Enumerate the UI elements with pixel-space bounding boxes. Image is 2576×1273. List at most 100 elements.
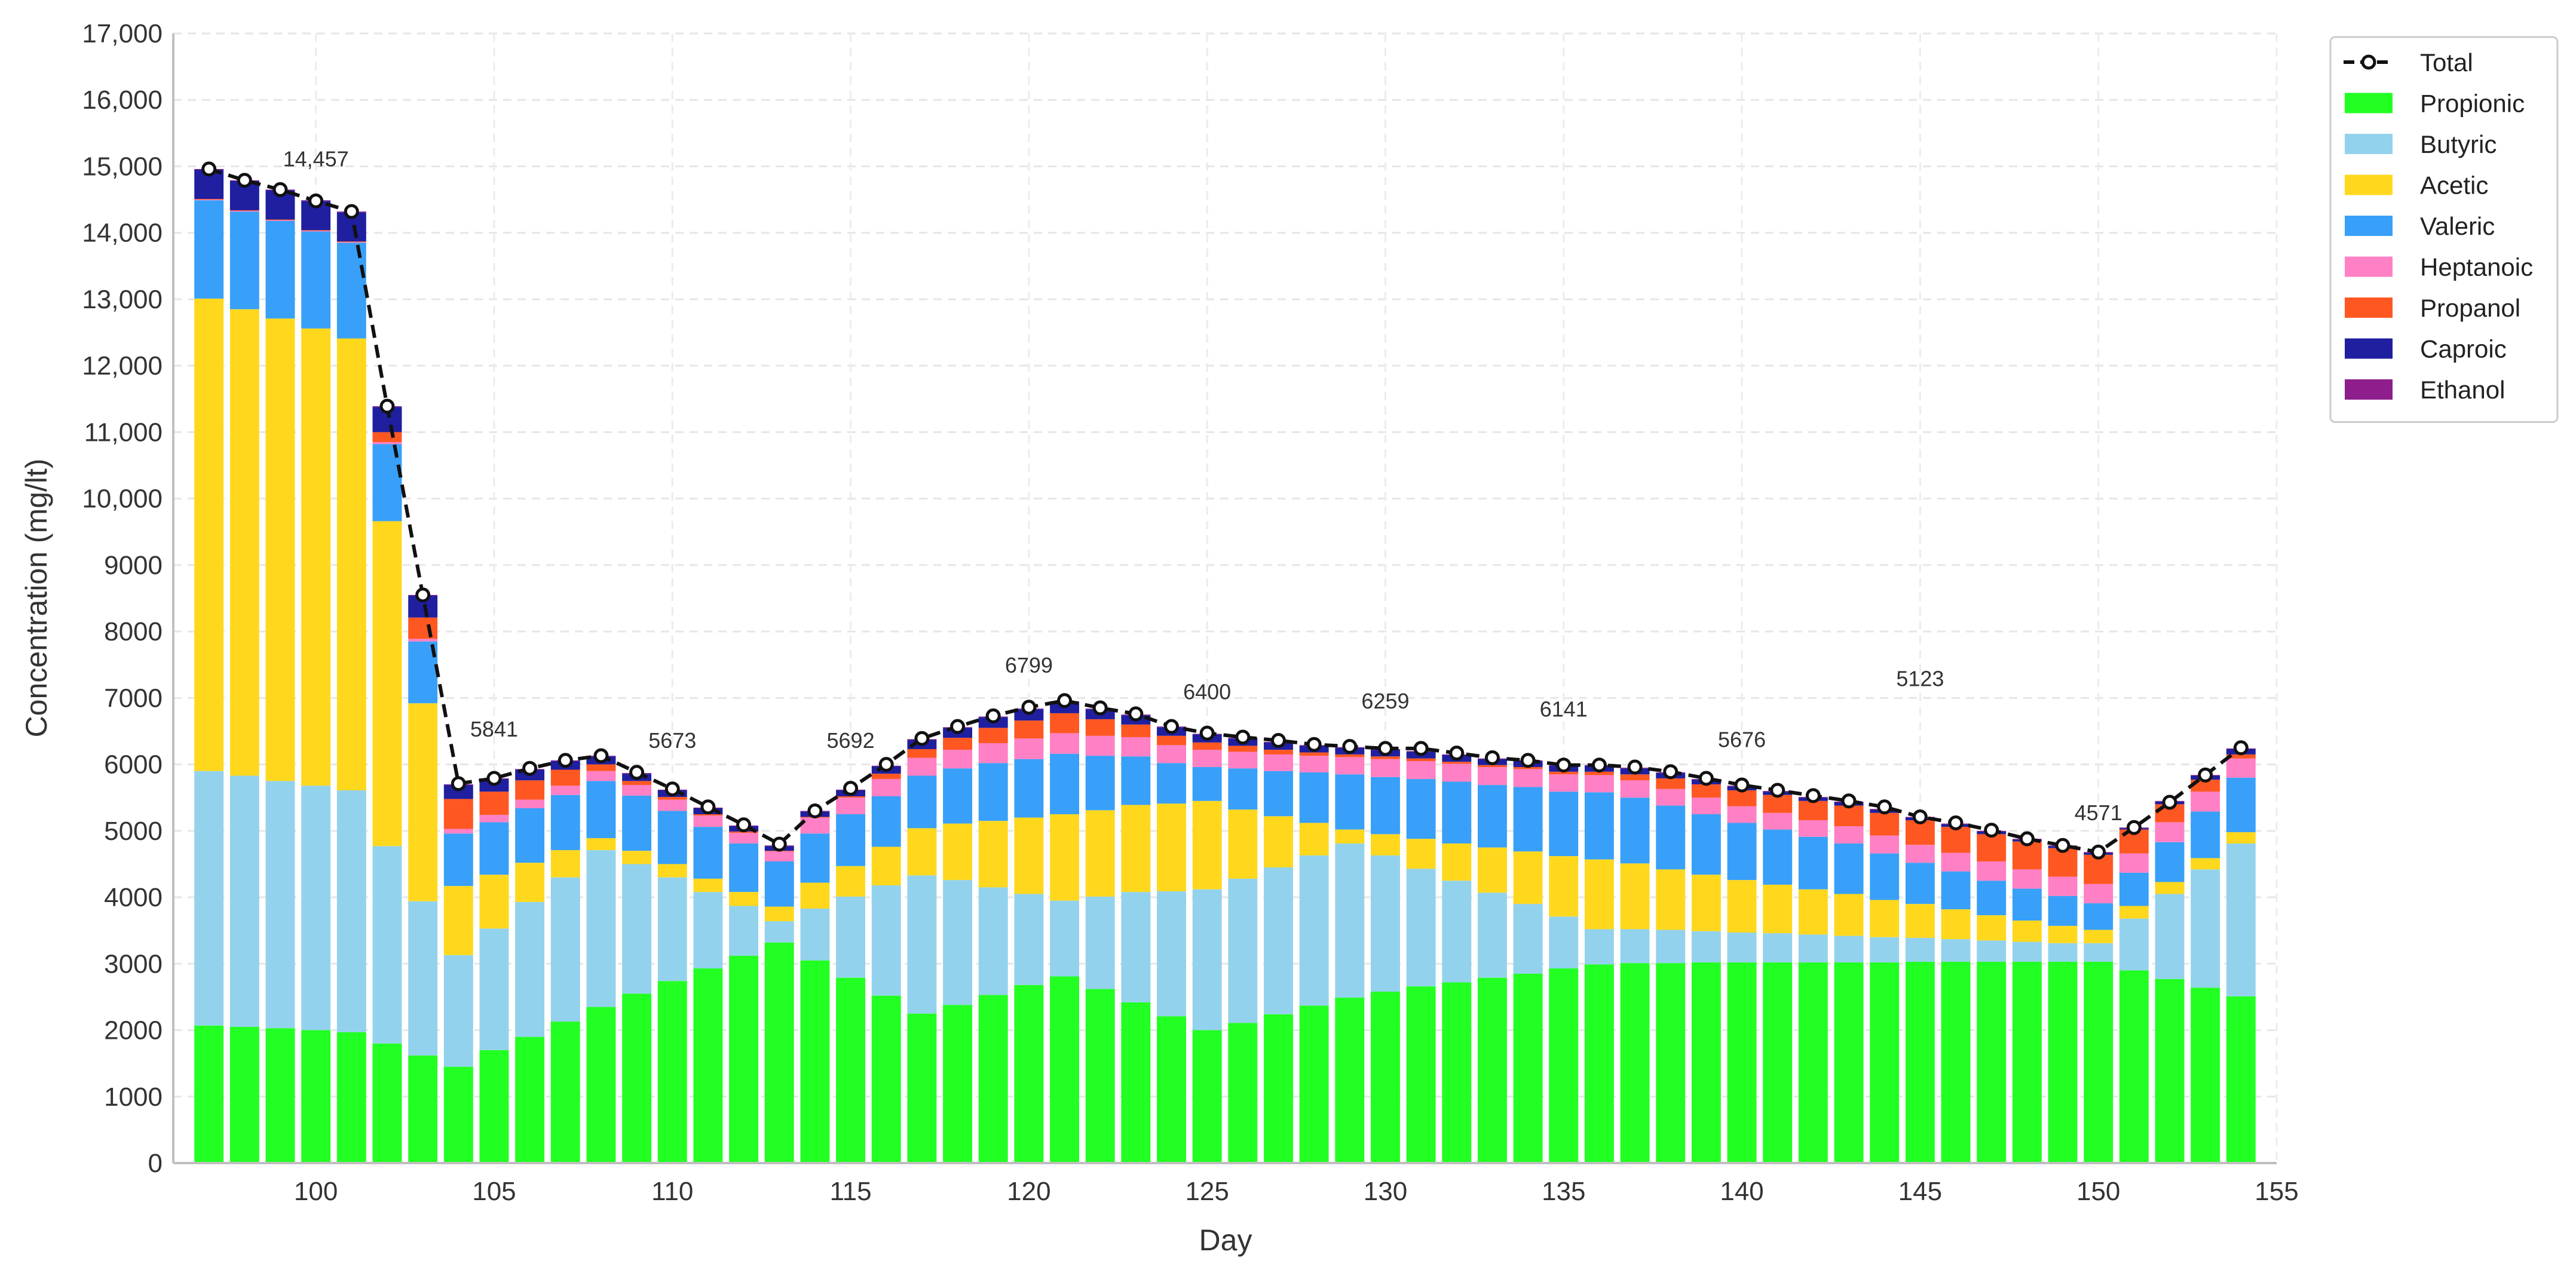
total-point-day-113 — [771, 836, 787, 852]
bar-acetic-day-131 — [1406, 839, 1436, 869]
bar-valeric-day-132 — [1442, 781, 1472, 843]
bar-propanol-day-100 — [301, 230, 331, 231]
bar-butyric-day-149 — [2048, 943, 2078, 962]
bar-butyric-day-151 — [2119, 918, 2149, 971]
bar-propanol-day-97 — [194, 198, 224, 200]
bar-valeric-day-107 — [550, 795, 580, 851]
x-tick-label: 130 — [1364, 1177, 1407, 1206]
bar-heptanoic-day-140 — [1727, 806, 1757, 823]
bar-propionic-day-124 — [1157, 1016, 1186, 1163]
bar-butyric-day-124 — [1157, 891, 1186, 1017]
x-tick-label: 100 — [294, 1177, 338, 1206]
bar-butyric-day-103 — [408, 901, 438, 1056]
bar-heptanoic-day-153 — [2191, 792, 2220, 812]
bar-butyric-day-111 — [693, 892, 723, 969]
x-tick-label: 110 — [651, 1177, 693, 1206]
y-tick-label: 6000 — [104, 750, 163, 780]
bar-heptanoic-day-126 — [1228, 751, 1258, 769]
bar-heptanoic-day-129 — [1335, 757, 1365, 775]
bar-propanol-day-150 — [2084, 854, 2114, 884]
bar-propanol-day-134 — [1513, 767, 1543, 769]
total-point-day-139 — [1698, 771, 1714, 786]
bar-acetic-day-130 — [1371, 834, 1400, 855]
bar-valeric-day-111 — [693, 827, 723, 879]
bar-propanol-day-141 — [1763, 795, 1793, 813]
total-point-day-118 — [950, 719, 966, 734]
total-point-day-97 — [201, 161, 217, 177]
bar-propanol-day-133 — [1477, 765, 1507, 768]
bar-valeric-day-143 — [1834, 843, 1864, 894]
bar-propionic-day-114 — [800, 960, 830, 1163]
bar-acetic-day-147 — [1977, 915, 2007, 941]
bar-butyric-day-136 — [1584, 929, 1614, 965]
bar-valeric-day-145 — [1905, 863, 1935, 904]
bar-heptanoic-day-118 — [943, 750, 973, 769]
y-tick-label: 13,000 — [82, 285, 163, 314]
bar-propionic-day-112 — [729, 955, 759, 1163]
bar-acetic-day-117 — [907, 828, 937, 876]
bar-butyric-day-141 — [1763, 933, 1793, 963]
bar-acetic-day-114 — [800, 882, 830, 909]
bar-heptanoic-day-133 — [1477, 767, 1507, 786]
bar-propanol-day-115 — [836, 796, 866, 798]
total-point-day-132 — [1449, 746, 1465, 761]
bar-caproic-day-104 — [443, 785, 473, 799]
x-tick-label: 120 — [1007, 1177, 1050, 1206]
bar-butyric-day-104 — [443, 955, 473, 1067]
bar-propionic-day-118 — [943, 1005, 973, 1163]
legend-box — [2329, 36, 2559, 423]
bar-propionic-day-106 — [515, 1036, 545, 1163]
bar-heptanoic-day-119 — [978, 743, 1008, 763]
bar-propanol-day-137 — [1620, 774, 1650, 781]
bar-propionic-day-98 — [229, 1026, 259, 1163]
bar-propionic-day-136 — [1584, 964, 1614, 1163]
bar-valeric-day-141 — [1763, 829, 1793, 885]
legend-swatch-propionic — [2345, 93, 2393, 114]
bar-butyric-day-101 — [336, 790, 366, 1032]
bar-propionic-day-131 — [1406, 986, 1436, 1163]
bar-acetic-day-123 — [1121, 805, 1151, 892]
bar-propanol-day-147 — [1977, 834, 2007, 861]
bar-propanol-day-127 — [1264, 750, 1293, 754]
bars — [194, 168, 2256, 1163]
bar-propanol-day-129 — [1335, 754, 1365, 757]
y-tick-label: 4000 — [104, 883, 163, 912]
bar-acetic-day-99 — [265, 318, 295, 781]
bar-valeric-day-128 — [1299, 772, 1329, 823]
total-point-day-153 — [2198, 767, 2213, 783]
bar-heptanoic-day-110 — [657, 799, 687, 811]
bar-propionic-day-125 — [1192, 1030, 1222, 1163]
total-point-day-128 — [1306, 737, 1322, 752]
bar-acetic-day-144 — [1870, 900, 1900, 937]
legend-swatch-caproic — [2345, 338, 2393, 359]
bar-butyric-day-133 — [1477, 892, 1507, 978]
bar-valeric-day-101 — [336, 243, 366, 339]
bar-acetic-day-100 — [301, 328, 331, 786]
bar-propionic-day-154 — [2226, 996, 2256, 1163]
y-tick-label: 10,000 — [82, 484, 163, 514]
annotation-label: 4571 — [2075, 800, 2122, 825]
bar-propionic-day-141 — [1763, 962, 1793, 1163]
bar-valeric-day-122 — [1085, 756, 1115, 811]
bar-propionic-day-116 — [871, 995, 901, 1163]
bar-valeric-day-126 — [1228, 768, 1258, 810]
bar-propionic-day-137 — [1620, 963, 1650, 1163]
bar-heptanoic-day-152 — [2155, 822, 2185, 842]
legend-label-total: Total — [2420, 48, 2473, 76]
bar-acetic-day-153 — [2191, 858, 2220, 870]
total-point-day-133 — [1484, 750, 1500, 765]
bar-heptanoic-day-139 — [1691, 797, 1721, 815]
bar-valeric-day-134 — [1513, 787, 1543, 852]
bar-propanol-day-120 — [1014, 720, 1044, 739]
bar-heptanoic-day-151 — [2119, 853, 2149, 873]
bar-butyric-day-122 — [1085, 896, 1115, 989]
bar-heptanoic-day-102 — [372, 442, 402, 444]
y-tick-label: 14,000 — [82, 219, 163, 248]
y-tick-label: 15,000 — [82, 152, 163, 181]
bar-propanol-day-107 — [550, 769, 580, 786]
total-point-day-99 — [272, 182, 288, 197]
bar-butyric-day-105 — [479, 928, 509, 1050]
bar-butyric-day-114 — [800, 908, 830, 961]
total-point-day-144 — [1877, 799, 1892, 815]
